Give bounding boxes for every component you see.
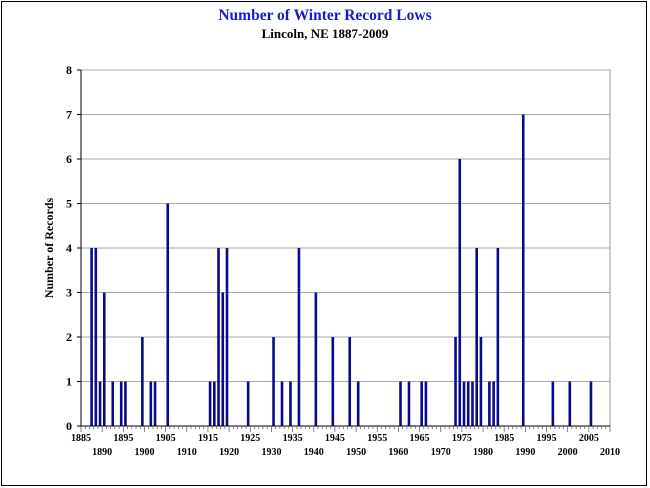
chart-subtitle: Lincoln, NE 1887-2009 [261,26,389,41]
bar [221,292,225,426]
x-tick-label: 1925 [240,433,260,444]
x-tick-label: 1895 [113,433,133,444]
bar [225,248,229,426]
bar [208,381,212,426]
bar [272,337,275,426]
x-tick-label: 1970 [431,447,451,458]
gridlines [81,69,610,382]
bar [90,248,93,426]
axes [77,69,611,432]
x-tick-label: 2000 [558,447,578,458]
y-tick-label: 7 [66,108,72,122]
bar [475,248,478,426]
bar [217,248,220,426]
bar [399,381,402,426]
y-axis-label: Number of Records [42,197,56,298]
y-tick-label: 5 [66,197,72,211]
x-tick-label: 1975 [452,433,472,444]
bar [289,381,292,426]
bar [153,381,157,426]
y-tick-label: 6 [66,152,72,166]
bar [458,159,462,426]
y-tick-label: 3 [66,286,72,300]
x-tick-labels: 1885 1895 1905 1915 1925 1935 1945 1955 1965 1975… [71,433,620,458]
y-tick-label: 0 [66,419,72,433]
bar [331,337,335,426]
x-tick-label: 1955 [367,433,387,444]
bar [496,248,500,426]
y-tick-label: 8 [66,63,72,77]
x-tick-label: 1920 [219,447,239,458]
bar [471,381,474,426]
bar [297,248,301,426]
x-tick-label: 1940 [304,447,324,458]
y-tick-labels: 0 1 2 3 4 5 6 7 8 [66,63,72,433]
bar [102,292,106,426]
bar [124,381,127,426]
bar [348,337,352,426]
x-tick-label: 1965 [410,433,430,444]
x-tick-label: 1930 [261,447,281,458]
x-tick-label: 1950 [346,447,366,458]
x-tick-label: 1910 [177,447,197,458]
x-tick-label: 2010 [600,447,620,458]
bar [424,381,428,426]
bar [246,381,250,426]
bar [280,381,284,426]
chart-title: Number of Winter Record Lows [218,7,432,24]
x-tick-label: 1985 [494,433,514,444]
y-tick-label: 4 [66,241,72,255]
bar [551,381,555,426]
bar [407,381,411,426]
bar [356,381,360,426]
bar [589,381,593,426]
bar [454,337,457,426]
bar [568,381,572,426]
bar [213,381,216,426]
bar [149,381,153,426]
bar [466,381,470,426]
bar [119,381,123,426]
x-tick-label: 1945 [325,433,345,444]
x-tick-label: 1935 [283,433,303,444]
bar [314,292,318,426]
bar [166,203,170,426]
x-tick-label: 1990 [515,447,535,458]
x-tick-label: 1915 [198,433,218,444]
bars [90,114,593,426]
x-tick-label: 1900 [134,447,154,458]
x-tick-label: 1885 [71,433,91,444]
y-tick-label: 2 [66,330,72,344]
x-tick-label: 1890 [92,447,112,458]
x-tick-label: 1980 [473,447,493,458]
x-tick-label: 1960 [388,447,408,458]
bar [420,381,423,426]
bar [98,381,102,426]
bar [462,381,466,426]
bar [111,381,115,426]
x-tick-label: 1995 [537,433,557,444]
x-tick-label: 1905 [156,433,176,444]
bar [488,381,491,426]
bar [141,337,144,426]
bar [521,114,525,426]
bar [479,337,483,426]
bar [492,381,495,426]
bar [94,248,98,426]
y-tick-label: 1 [66,375,72,389]
x-tick-label: 2005 [579,433,599,444]
